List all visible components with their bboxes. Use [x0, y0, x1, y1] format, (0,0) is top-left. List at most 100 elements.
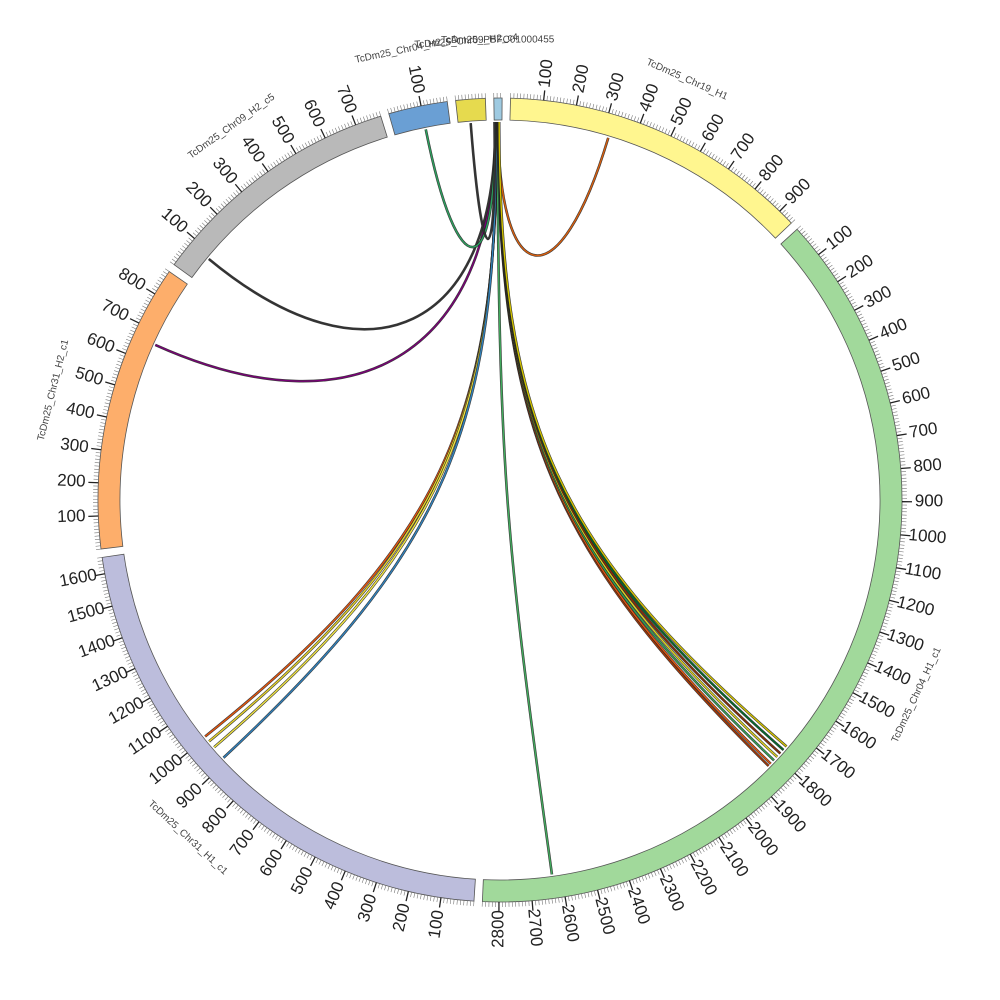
minor-tick	[232, 802, 236, 807]
minor-tick	[277, 836, 282, 842]
minor-tick	[108, 609, 114, 611]
minor-tick	[666, 865, 669, 871]
ideogram-tcdm25-chr19-h1[interactable]	[509, 97, 792, 239]
minor-tick	[572, 99, 575, 105]
minor-tick	[600, 889, 603, 895]
minor-tick	[98, 563, 104, 566]
minor-tick	[831, 270, 837, 274]
tick-label: 200	[182, 178, 215, 212]
minor-tick	[350, 121, 353, 127]
major-tick	[290, 144, 297, 154]
tick-label: 500	[890, 348, 923, 375]
minor-tick	[595, 104, 598, 110]
minor-tick	[110, 615, 116, 618]
tick-label: 2600	[558, 903, 583, 943]
minor-tick	[136, 680, 141, 683]
minor-tick	[663, 867, 666, 872]
ideogram-tcdm25-chr04-h2-c4[interactable]	[388, 101, 451, 136]
tick-label: 1400	[76, 631, 118, 662]
ideogram-tcdm25-chr31-h1-c1[interactable]	[101, 553, 476, 902]
link-tcdm25-chr31-h1-c1[interactable]	[223, 122, 497, 759]
major-tick	[770, 796, 779, 805]
ideogram-tcdm25-chr31-h2-c1[interactable]	[97, 270, 188, 550]
minor-tick	[119, 354, 125, 357]
link-tcdm25-chr09-h2-c5[interactable]	[208, 122, 496, 330]
minor-tick	[883, 619, 889, 622]
link-tcdm25-chr04-h1-c1[interactable]	[496, 122, 772, 765]
link-tcdm25-chr04-h1-c1[interactable]	[496, 122, 553, 875]
minor-tick	[799, 768, 804, 772]
minor-tick	[230, 194, 235, 199]
minor-tick	[781, 209, 786, 214]
minor-tick	[267, 165, 272, 170]
minor-tick	[97, 557, 103, 559]
ideogram-tcdm25-chr04-h1-c1[interactable]	[481, 228, 903, 903]
major-tick	[718, 836, 725, 846]
minor-tick	[390, 107, 393, 113]
link-tcdm25-chr09-h2-c4[interactable]	[469, 122, 496, 240]
major-tick	[280, 840, 287, 850]
minor-tick	[278, 158, 283, 163]
minor-tick	[691, 142, 695, 147]
minor-tick	[820, 254, 825, 258]
minor-tick	[261, 825, 265, 830]
minor-tick	[130, 329, 135, 333]
minor-tick	[773, 794, 778, 799]
link-outline	[495, 122, 554, 875]
link-tcdm25-chr04-h1-c1[interactable]	[498, 121, 788, 748]
minor-tick	[315, 858, 319, 864]
minor-tick	[446, 96, 448, 102]
minor-tick	[833, 723, 839, 727]
tick-label: 2100	[716, 838, 753, 880]
minor-tick	[816, 248, 821, 253]
minor-tick	[387, 108, 390, 114]
minor-tick	[393, 888, 396, 894]
ideogram-tcdm25-chr09-h2-c5[interactable]	[173, 115, 388, 279]
major-tick	[531, 900, 534, 911]
minor-tick	[582, 101, 585, 107]
minor-tick	[416, 893, 419, 899]
minor-tick	[101, 580, 107, 582]
minor-tick	[307, 140, 311, 146]
minor-tick	[443, 898, 445, 904]
ideogram-tcdm25-pbfc01000455[interactable]	[493, 97, 503, 121]
minor-tick	[175, 742, 180, 746]
minor-tick	[895, 427, 901, 430]
minor-tick	[767, 196, 772, 201]
tick-label: 500	[667, 94, 696, 128]
minor-tick	[897, 441, 903, 443]
minor-tick	[650, 872, 654, 878]
minor-tick	[614, 109, 617, 115]
minor-tick	[712, 840, 717, 846]
tick-label: 1700	[817, 745, 858, 783]
ideogram-tcdm25-chr09-h2-c4[interactable]	[455, 97, 487, 123]
minor-tick	[605, 107, 608, 113]
minor-tick	[540, 95, 542, 101]
minor-tick	[847, 701, 853, 705]
minor-tick	[692, 852, 696, 858]
minor-tick	[899, 457, 905, 459]
minor-tick	[416, 101, 419, 107]
minor-tick	[894, 577, 900, 579]
minor-tick	[187, 757, 192, 762]
minor-tick	[147, 700, 152, 704]
minor-tick	[400, 105, 402, 111]
minor-tick	[830, 267, 835, 271]
tick-label: 1300	[89, 662, 131, 695]
minor-tick	[157, 717, 163, 721]
tick-label: 1600	[838, 717, 880, 754]
minor-tick	[150, 706, 156, 710]
minor-tick	[122, 348, 128, 351]
minor-tick	[563, 98, 565, 104]
minor-tick	[339, 869, 343, 875]
link-tcdm25-chr31-h1-c1[interactable]	[208, 122, 498, 742]
minor-tick	[784, 212, 789, 217]
minor-tick	[610, 886, 613, 892]
minor-tick	[889, 398, 895, 401]
minor-tick	[222, 793, 227, 798]
major-tick	[879, 631, 890, 636]
minor-tick	[127, 662, 133, 665]
major-tick	[727, 160, 735, 170]
minor-tick	[881, 372, 887, 375]
minor-tick	[110, 379, 116, 382]
